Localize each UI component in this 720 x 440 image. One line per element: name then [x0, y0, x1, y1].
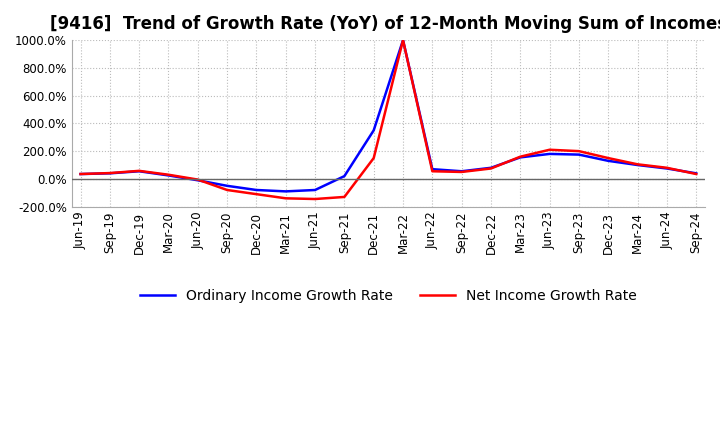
- Ordinary Income Growth Rate: [545, 151, 554, 157]
- Net Income Growth Rate: [692, 172, 701, 177]
- Ordinary Income Growth Rate: [311, 187, 320, 193]
- Ordinary Income Growth Rate: [516, 155, 525, 160]
- Ordinary Income Growth Rate: [662, 166, 671, 171]
- Ordinary Income Growth Rate: [164, 173, 173, 178]
- Ordinary Income Growth Rate: [135, 169, 143, 174]
- Net Income Growth Rate: [222, 187, 231, 193]
- Legend: Ordinary Income Growth Rate, Net Income Growth Rate: Ordinary Income Growth Rate, Net Income …: [134, 283, 642, 308]
- Ordinary Income Growth Rate: [428, 166, 436, 172]
- Net Income Growth Rate: [194, 177, 202, 182]
- Net Income Growth Rate: [428, 169, 436, 174]
- Ordinary Income Growth Rate: [369, 128, 378, 133]
- Net Income Growth Rate: [634, 161, 642, 167]
- Ordinary Income Growth Rate: [399, 37, 408, 43]
- Net Income Growth Rate: [76, 172, 85, 177]
- Net Income Growth Rate: [106, 170, 114, 176]
- Line: Ordinary Income Growth Rate: Ordinary Income Growth Rate: [81, 40, 696, 191]
- Ordinary Income Growth Rate: [634, 162, 642, 168]
- Ordinary Income Growth Rate: [487, 165, 495, 170]
- Ordinary Income Growth Rate: [106, 171, 114, 176]
- Net Income Growth Rate: [457, 169, 466, 175]
- Net Income Growth Rate: [135, 168, 143, 173]
- Net Income Growth Rate: [252, 191, 261, 197]
- Ordinary Income Growth Rate: [252, 187, 261, 193]
- Net Income Growth Rate: [516, 154, 525, 159]
- Ordinary Income Growth Rate: [76, 172, 85, 177]
- Net Income Growth Rate: [340, 194, 348, 200]
- Net Income Growth Rate: [604, 155, 613, 161]
- Net Income Growth Rate: [575, 148, 583, 154]
- Net Income Growth Rate: [662, 165, 671, 170]
- Ordinary Income Growth Rate: [604, 158, 613, 164]
- Net Income Growth Rate: [545, 147, 554, 152]
- Net Income Growth Rate: [164, 172, 173, 177]
- Ordinary Income Growth Rate: [457, 169, 466, 174]
- Net Income Growth Rate: [399, 37, 408, 43]
- Ordinary Income Growth Rate: [692, 171, 701, 176]
- Ordinary Income Growth Rate: [575, 152, 583, 157]
- Net Income Growth Rate: [487, 166, 495, 171]
- Net Income Growth Rate: [282, 196, 290, 201]
- Ordinary Income Growth Rate: [222, 183, 231, 188]
- Ordinary Income Growth Rate: [340, 173, 348, 179]
- Net Income Growth Rate: [369, 155, 378, 161]
- Ordinary Income Growth Rate: [194, 178, 202, 183]
- Net Income Growth Rate: [311, 196, 320, 202]
- Ordinary Income Growth Rate: [282, 189, 290, 194]
- Line: Net Income Growth Rate: Net Income Growth Rate: [81, 40, 696, 199]
- Title: [9416]  Trend of Growth Rate (YoY) of 12-Month Moving Sum of Incomes: [9416] Trend of Growth Rate (YoY) of 12-…: [50, 15, 720, 33]
